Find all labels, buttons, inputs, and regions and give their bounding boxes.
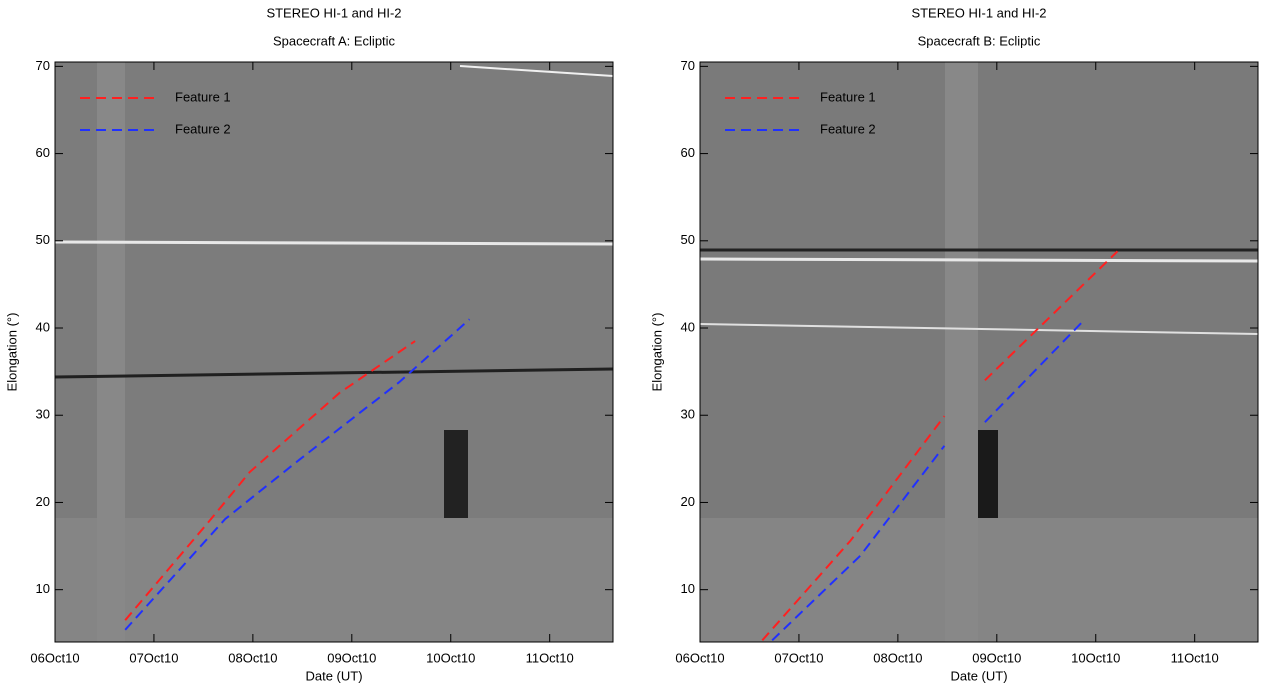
feature-line: [761, 250, 1119, 641]
x-tick-label: 07Oct10: [774, 650, 823, 665]
y-tick-label: 60: [36, 145, 50, 160]
plot-frame: [699, 61, 1259, 643]
legend-label: Feature 2: [175, 121, 231, 136]
chart-subtitle: Spacecraft A: Ecliptic: [273, 33, 396, 48]
chart-title: STEREO HI-1 and HI-2: [266, 5, 401, 20]
x-tick-label: 08Oct10: [228, 650, 277, 665]
y-tick-label: 20: [36, 494, 50, 509]
y-axis-label: Elongation (°): [649, 313, 664, 392]
y-tick-label: 10: [36, 581, 50, 596]
chart-title: STEREO HI-1 and HI-2: [911, 5, 1046, 20]
x-tick-label: 11Oct10: [526, 650, 574, 665]
feature-line: [124, 318, 471, 631]
x-tick-label: 09Oct10: [327, 650, 376, 665]
x-axis-label: Date (UT): [305, 668, 362, 683]
y-tick-label: 10: [681, 581, 695, 596]
y-tick-label: 50: [36, 232, 50, 247]
x-tick-label: 06Oct10: [30, 650, 79, 665]
plot-frame: [54, 61, 614, 643]
y-tick-label: 30: [681, 407, 695, 422]
x-tick-label: 10Oct10: [426, 650, 475, 665]
y-axis-label: Elongation (°): [4, 313, 19, 392]
y-tick-label: 70: [36, 58, 50, 73]
y-tick-label: 60: [681, 145, 695, 160]
feature-line: [124, 340, 416, 621]
legend-label: Feature 1: [175, 89, 231, 104]
legend-label: Feature 2: [820, 121, 876, 136]
y-tick-label: 70: [681, 58, 695, 73]
y-tick-label: 20: [681, 494, 695, 509]
x-tick-label: 06Oct10: [675, 650, 724, 665]
x-tick-label: 10Oct10: [1071, 650, 1120, 665]
chart-subtitle: Spacecraft B: Ecliptic: [918, 33, 1041, 48]
y-tick-label: 30: [36, 407, 50, 422]
x-tick-label: 11Oct10: [1171, 650, 1219, 665]
x-tick-label: 09Oct10: [972, 650, 1021, 665]
y-tick-label: 50: [681, 232, 695, 247]
y-tick-label: 40: [36, 319, 50, 334]
feature-line: [771, 318, 1086, 642]
plot-background: [54, 62, 1259, 642]
x-tick-label: 07Oct10: [129, 650, 178, 665]
x-axis-label: Date (UT): [950, 668, 1007, 683]
legend-label: Feature 1: [820, 89, 876, 104]
x-tick-label: 08Oct10: [873, 650, 922, 665]
y-tick-label: 40: [681, 319, 695, 334]
